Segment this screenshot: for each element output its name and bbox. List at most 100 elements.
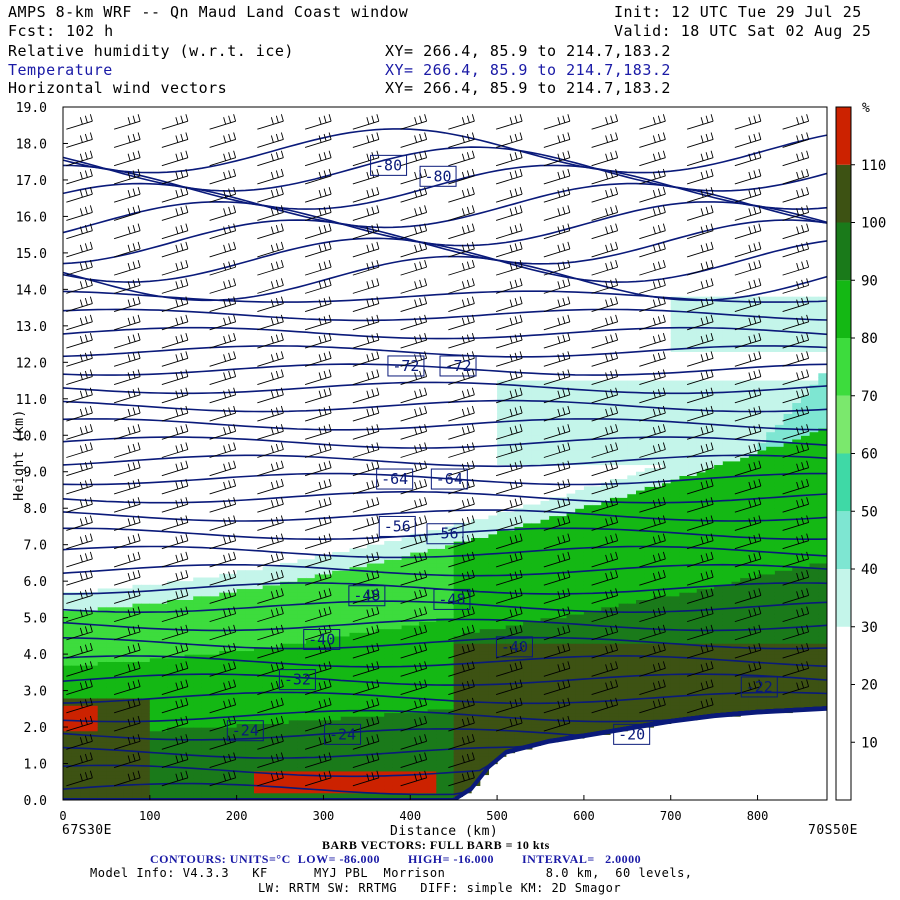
rh-cell — [401, 646, 411, 652]
rh-cell — [210, 730, 220, 735]
rh-cell — [644, 694, 654, 699]
rh-cell — [636, 479, 646, 484]
rh-cell — [583, 548, 594, 553]
rh-cell — [427, 562, 437, 568]
rh-cell — [410, 701, 420, 706]
rh-cell — [306, 650, 316, 655]
rh-cell — [288, 767, 299, 772]
rh-cell — [123, 657, 134, 662]
rh-cell — [384, 581, 394, 586]
rh-cell — [566, 712, 576, 717]
rh-cell — [201, 639, 212, 644]
rh-cell — [236, 621, 246, 626]
rh-cell — [340, 643, 351, 648]
rh-cell — [297, 559, 307, 564]
rh-cell — [123, 727, 134, 732]
rh-cell — [505, 511, 516, 517]
rh-cell — [392, 551, 403, 557]
rh-cell — [497, 424, 507, 429]
rh-cell — [280, 752, 290, 757]
rh-cell — [497, 675, 507, 681]
rh-cell — [488, 646, 498, 652]
rh-cell — [636, 581, 646, 586]
rh-cell — [132, 756, 142, 761]
rh-cell — [627, 406, 637, 411]
rh-cell — [306, 767, 316, 772]
rh-cell — [271, 745, 281, 750]
rh-cell — [436, 734, 446, 739]
rh-cell — [158, 759, 168, 765]
rh-cell — [531, 657, 542, 662]
rh-cell — [219, 573, 229, 579]
rh-cell — [175, 745, 186, 750]
rh-cell — [566, 541, 576, 546]
rh-cell — [557, 387, 568, 393]
rh-cell — [488, 643, 498, 648]
rh-cell — [262, 599, 272, 604]
rh-cell — [636, 628, 646, 633]
rh-cell — [410, 639, 420, 644]
rh-cell — [644, 384, 654, 389]
rh-cell — [384, 559, 394, 564]
rh-cell — [453, 730, 463, 735]
rh-cell — [488, 727, 498, 732]
rh-cell — [262, 719, 272, 725]
rh-cell — [288, 624, 299, 630]
rh-cell — [280, 708, 290, 714]
rh-cell — [392, 661, 403, 666]
rh-cell — [184, 635, 194, 641]
rh-cell — [514, 643, 524, 648]
rh-cell — [462, 737, 472, 743]
rh-cell — [297, 730, 307, 735]
rh-cell — [349, 748, 359, 754]
rh-cell — [280, 639, 290, 644]
rh-cell — [89, 665, 99, 670]
rh-cell — [141, 672, 151, 677]
rh-cell — [245, 606, 255, 611]
rh-cell — [106, 789, 116, 794]
rh-cell — [410, 654, 420, 659]
rh-cell — [245, 646, 255, 652]
rh-cell — [106, 668, 116, 673]
rh-cell — [427, 774, 437, 779]
rh-cell — [618, 588, 628, 593]
rh-cell — [314, 745, 325, 750]
rh-cell — [141, 723, 151, 728]
rh-cell — [462, 635, 472, 641]
rh-cell — [609, 438, 620, 444]
rh-cell — [523, 646, 533, 652]
rh-cell — [505, 679, 516, 684]
rh-cell — [627, 592, 637, 597]
rh-cell — [271, 617, 281, 622]
rh-cell — [644, 719, 654, 725]
rh-cell — [349, 737, 359, 743]
rh-cell — [132, 603, 142, 608]
rh-cell — [149, 719, 160, 725]
rh-cell — [418, 781, 429, 787]
rh-cell — [644, 446, 654, 451]
rh-cell — [184, 668, 194, 673]
rh-cell — [271, 665, 281, 670]
rh-cell — [375, 759, 385, 765]
rh-cell — [149, 595, 160, 600]
rh-cell — [80, 628, 90, 633]
rh-cell — [497, 588, 507, 593]
rh-cell — [540, 595, 550, 600]
rh-cell — [418, 592, 429, 597]
rh-cell — [392, 697, 403, 703]
rh-cell — [627, 548, 637, 553]
rh-cell — [653, 427, 663, 433]
rh-cell — [254, 646, 264, 652]
rh-cell — [636, 537, 646, 542]
rh-cell — [323, 613, 333, 619]
rh-cell — [523, 661, 533, 666]
rh-cell — [540, 457, 550, 462]
rh-cell — [479, 606, 490, 611]
rh-cell — [462, 537, 472, 542]
rh-cell — [236, 603, 246, 608]
rh-cell — [557, 519, 568, 524]
rh-cell — [427, 716, 437, 721]
rh-cell — [254, 577, 264, 582]
rh-cell — [462, 734, 472, 739]
rh-cell — [97, 770, 108, 776]
